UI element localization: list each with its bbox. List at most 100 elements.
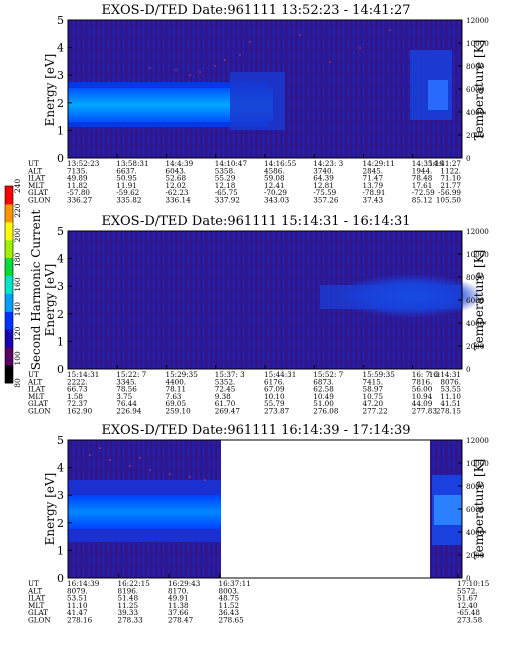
panel-title: EXOS-D/TED Date:961111 13:52:23 - 14:41:… bbox=[101, 3, 410, 18]
table-cell: 41.51 bbox=[440, 399, 461, 408]
row-label: GLON bbox=[28, 196, 51, 205]
table-cell: 12.18 bbox=[215, 181, 236, 190]
y2-tick-label: 2000 bbox=[466, 551, 485, 560]
row-label: MLT bbox=[28, 181, 45, 190]
table-cell: 61.70 bbox=[215, 399, 236, 408]
table-cell: 59.08 bbox=[264, 174, 285, 183]
y2-tick-label: 12000 bbox=[466, 227, 489, 236]
row-label: MLT bbox=[28, 392, 45, 401]
colorbar-swatch bbox=[5, 257, 13, 277]
data-block-right bbox=[430, 440, 462, 578]
y-tick-label: 5 bbox=[57, 14, 64, 27]
table-cell: 3345. bbox=[116, 377, 137, 386]
colorbar-swatch bbox=[5, 329, 13, 348]
table-cell: 10.75 bbox=[363, 392, 384, 401]
table-cell: 14:41:27 bbox=[429, 159, 462, 168]
table-cell: 11.10 bbox=[67, 601, 88, 610]
y-tick-label: 1 bbox=[57, 335, 64, 348]
table-cell: 1122. bbox=[440, 166, 461, 175]
table-cell: 15:52: 7 bbox=[313, 370, 343, 379]
panel-title: EXOS-D/TED Date:961111 15:14:31 - 16:14:… bbox=[101, 214, 410, 229]
table-cell: 337.92 bbox=[215, 196, 240, 205]
row-label: ALT bbox=[27, 377, 42, 386]
table-cell: 2222. bbox=[67, 377, 88, 386]
table-cell: 56.00 bbox=[412, 385, 433, 394]
y2-tick-label: 2000 bbox=[466, 131, 485, 140]
colorbar-swatch bbox=[5, 293, 13, 312]
table-cell: 16: 7: 3 bbox=[412, 370, 440, 379]
table-cell: 64.39 bbox=[313, 174, 334, 183]
table-cell: 7816. bbox=[412, 377, 433, 386]
colorbar-swatch bbox=[5, 221, 13, 241]
table-cell: 48.75 bbox=[219, 594, 240, 603]
table-cell: 14:35:19 bbox=[412, 159, 445, 168]
table-cell: 357.26 bbox=[313, 196, 339, 205]
colorbar-tick-label: 240 bbox=[13, 179, 22, 194]
table-cell: 273.87 bbox=[264, 407, 290, 416]
table-cell: 66.73 bbox=[67, 385, 88, 394]
table-cell: 71.47 bbox=[363, 174, 384, 183]
table-cell: 5352. bbox=[215, 377, 236, 386]
data-block-left bbox=[68, 440, 221, 578]
colorbar-tick-label: 200 bbox=[13, 228, 22, 243]
colorbar: 80 100 120 140 160 180 200 220 240 Second Harmon… bbox=[4, 179, 43, 388]
y2-axis-label: Temperature [K] bbox=[472, 459, 486, 560]
table-cell: 3.75 bbox=[116, 392, 132, 401]
table-cell: 14:23: 3 bbox=[313, 159, 343, 168]
table-cell: 5572. bbox=[457, 586, 478, 595]
table-cell: 10.94 bbox=[412, 392, 433, 401]
table-cell: 12.81 bbox=[313, 181, 334, 190]
row-label: GLAT bbox=[28, 188, 48, 197]
panel-3: EXOS-D/TED Date:961111 16:14:39 - 17:14:… bbox=[27, 423, 490, 625]
table-cell: 15:22: 7 bbox=[116, 370, 146, 379]
colorbar-swatch bbox=[5, 275, 13, 294]
table-cell: 16:29:43 bbox=[168, 579, 201, 588]
table-cell: 14:4:39 bbox=[166, 159, 194, 168]
table-cell: 277.22 bbox=[363, 407, 388, 416]
table-cell: -78.91 bbox=[363, 188, 386, 197]
table-cell: 1944. bbox=[412, 166, 433, 175]
table-cell: 11.10 bbox=[440, 392, 461, 401]
y2-tick-label: 8000 bbox=[466, 482, 485, 491]
table-cell: 72.45 bbox=[215, 385, 236, 394]
table-cell: 14:10:47 bbox=[215, 159, 248, 168]
table-cell: 336.14 bbox=[166, 196, 192, 205]
table-cell: 278.65 bbox=[219, 616, 245, 625]
table-cell: 14:16:55 bbox=[264, 159, 297, 168]
colorbar-tick-label: 180 bbox=[13, 252, 22, 267]
colorbar-swatch bbox=[5, 186, 13, 205]
table-cell: 16:22:15 bbox=[118, 579, 151, 588]
row-label: ILAT bbox=[28, 174, 45, 183]
table-cell: 67.09 bbox=[264, 385, 285, 394]
table-cell: 8196. bbox=[118, 586, 139, 595]
table-cell: 8170. bbox=[168, 586, 189, 595]
row-label: GLON bbox=[28, 616, 51, 625]
y-tick-label: 5 bbox=[57, 225, 64, 238]
table-cell: 69.05 bbox=[166, 399, 187, 408]
y2-axis-label: Temperature [K] bbox=[472, 40, 486, 141]
colorbar-swatch bbox=[5, 239, 13, 259]
table-cell: 7415. bbox=[363, 377, 384, 386]
colorbar-tick-label: 140 bbox=[13, 302, 22, 317]
table-cell: 11.82 bbox=[67, 181, 88, 190]
row-label: ILAT bbox=[28, 385, 45, 394]
y-tick-label: 0 bbox=[57, 152, 64, 165]
table-cell: 259.10 bbox=[166, 407, 192, 416]
y-tick-label: 2 bbox=[57, 517, 64, 530]
table-cell: 278.15 bbox=[436, 407, 462, 416]
table-cell: 58.97 bbox=[363, 385, 384, 394]
table-cell: 343.03 bbox=[264, 196, 290, 205]
panel-2: EXOS-D/TED Date:961111 15:14:31 - 16:14:… bbox=[27, 214, 489, 416]
table-cell: -57.80 bbox=[67, 188, 90, 197]
table-cell: 51.00 bbox=[313, 399, 334, 408]
table-cell: 21.77 bbox=[440, 181, 461, 190]
table-cell: 11.38 bbox=[168, 601, 189, 610]
signal-band bbox=[68, 50, 452, 130]
table-cell: -72.59 bbox=[412, 188, 435, 197]
table-cell: 15:37: 3 bbox=[215, 370, 245, 379]
table-cell: 55.79 bbox=[264, 399, 285, 408]
y-tick-label: 4 bbox=[57, 253, 64, 266]
table-cell: 12.02 bbox=[166, 181, 187, 190]
table-cell: 8076. bbox=[440, 377, 461, 386]
colorbar-tick-label: 160 bbox=[13, 277, 22, 292]
